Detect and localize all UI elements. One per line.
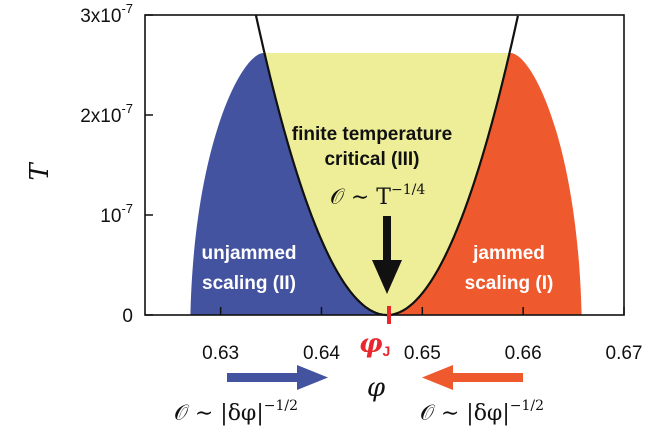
y-tick-label: 0 <box>122 306 133 327</box>
critical-region-label-line2: critical (III) <box>324 149 419 170</box>
jammed-region <box>387 52 582 315</box>
down-arrow-icon <box>372 216 402 294</box>
y-tick-label: 3x10-7 <box>80 1 133 27</box>
temperature-scaling-formula: 𝒪 ∼ T−1/4 <box>330 182 425 210</box>
x-tick-label: 0.66 <box>505 343 542 364</box>
unjammed-region-label-line2: scaling (II) <box>202 273 296 294</box>
x-tick-label: 0.64 <box>303 343 340 364</box>
jammed-region-label-line1: jammed <box>472 243 545 264</box>
unjammed-scaling-formula: 𝒪 ∼ |δφ|−1/2 <box>174 398 298 426</box>
x-tick-label: 0.67 <box>606 343 643 364</box>
unjammed-region-label-line1: unjammed <box>201 243 296 264</box>
unjammed-region <box>190 52 387 315</box>
y-axis-label: T <box>25 162 55 181</box>
jammed-region-label-line2: scaling (I) <box>465 273 554 294</box>
x-axis-ticks: 0.63 0.64 0.65 0.66 0.67 <box>202 307 642 364</box>
plot-frame <box>144 14 625 316</box>
y-tick-label: 2x10-7 <box>80 101 133 127</box>
y-axis-ticks: 0 10-7 2x10-7 3x10-7 <box>80 1 153 327</box>
x-tick-label: 0.63 <box>202 343 239 364</box>
jammed-approach-arrow-icon <box>422 365 523 390</box>
y-tick-label: 10-7 <box>100 201 133 227</box>
jammed-scaling-formula: 𝒪 ∼ |δφ|−1/2 <box>420 398 544 426</box>
x-tick-label: 0.65 <box>404 343 441 364</box>
critical-region-label-line1: finite temperature <box>292 124 452 145</box>
phi-j-label: φJ <box>359 329 390 359</box>
unjammed-approach-arrow-icon <box>227 365 328 390</box>
x-axis-label: φ <box>367 373 386 403</box>
